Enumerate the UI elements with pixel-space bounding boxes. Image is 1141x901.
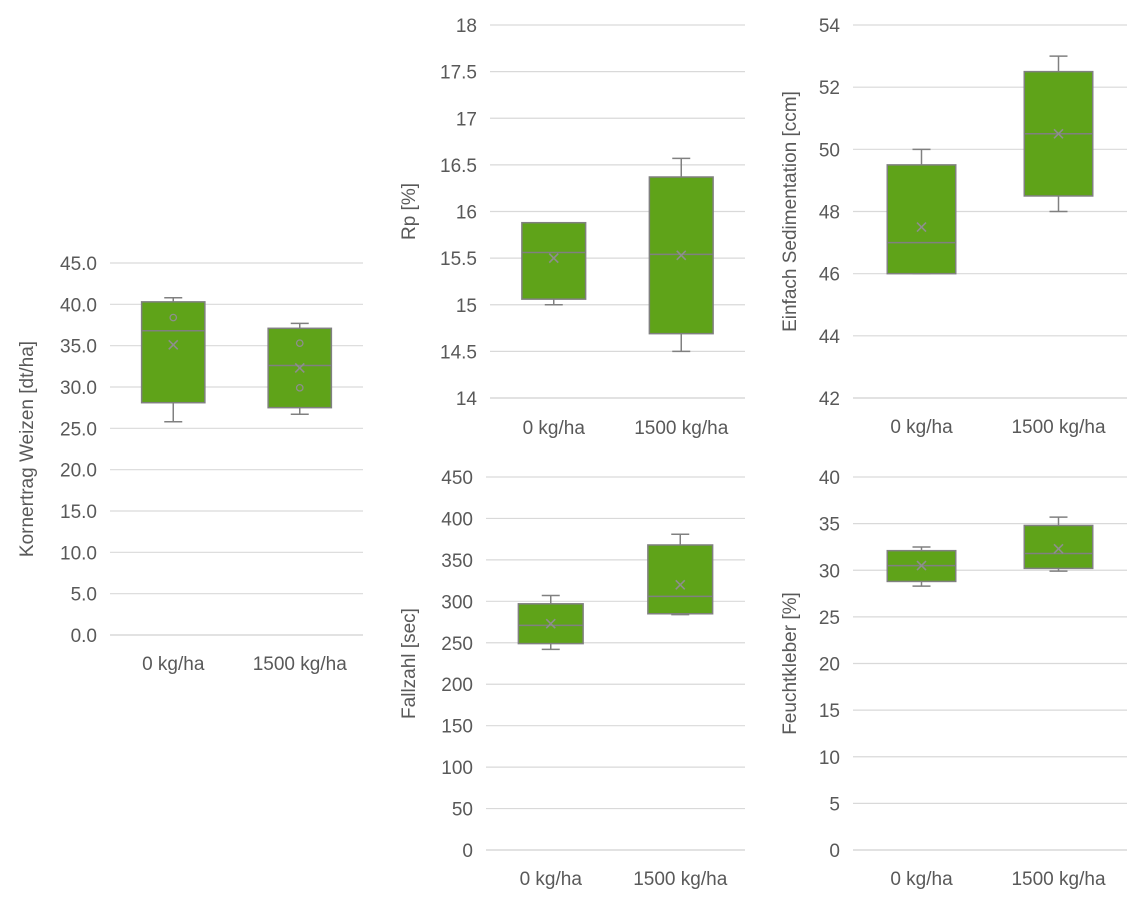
- box-1: [1023, 55, 1094, 213]
- y-tick-label: 450: [441, 468, 473, 489]
- y-tick-label: 5.0: [71, 585, 97, 606]
- box-1: [267, 322, 333, 416]
- y-tick-label: 30: [819, 561, 840, 582]
- y-tick-label: 250: [441, 634, 473, 655]
- mean-marker: [916, 560, 927, 571]
- y-tick-label: 300: [441, 592, 473, 613]
- y-tick-label: 20: [819, 655, 840, 676]
- y-tick-label: 48: [819, 203, 840, 224]
- y-tick-label: 14: [456, 389, 478, 410]
- y-tick-label: 18: [456, 16, 477, 37]
- box-iqr: [521, 221, 587, 300]
- y-axis-title: Feuchtkleber [%]: [780, 592, 801, 735]
- y-tick-label: 40.0: [60, 295, 97, 316]
- y-tick-label: 0: [829, 841, 840, 862]
- box-1: [648, 157, 714, 353]
- y-tick-label: 20.0: [60, 461, 97, 482]
- x-category-label: 0 kg/ha: [142, 654, 205, 675]
- data-point: [295, 383, 304, 392]
- chart-rp: 14 14.5 15 15.5 16 16.5 17 17.5 18 Rp [%] 0 kg/ha 1…: [399, 16, 745, 439]
- y-tick-label: 15.0: [60, 502, 97, 523]
- y-tick-label: 200: [441, 675, 473, 696]
- x-category-label: 1500 kg/ha: [1011, 869, 1105, 890]
- y-axis-title: Einfach Sedimentation [ccm]: [780, 91, 801, 332]
- data-point: [295, 339, 304, 348]
- box-0: [886, 546, 957, 587]
- x-category-label: 0 kg/ha: [890, 869, 953, 890]
- x-category-label: 0 kg/ha: [890, 417, 953, 438]
- y-tick-label: 50: [452, 800, 473, 821]
- y-tick-label: 150: [441, 717, 473, 738]
- box-0: [517, 594, 584, 651]
- y-tick-label: 100: [441, 758, 473, 779]
- y-tick-label: 17: [456, 109, 477, 130]
- y-tick-label: 40: [819, 468, 840, 489]
- x-category-label: 1500 kg/ha: [253, 654, 347, 675]
- y-tick-label: 50: [819, 140, 840, 161]
- data-point: [169, 313, 178, 322]
- box-iqr: [140, 301, 206, 404]
- y-tick-label: 0: [462, 841, 473, 862]
- y-tick-label: 350: [441, 551, 473, 572]
- x-category-label: 0 kg/ha: [520, 869, 583, 890]
- y-axis-title: Fallzahl [sec]: [399, 608, 420, 719]
- y-tick-label: 25.0: [60, 419, 97, 440]
- x-category-label: 1500 kg/ha: [1011, 417, 1105, 438]
- y-tick-label: 14.5: [440, 342, 477, 363]
- box-iqr: [1023, 524, 1094, 570]
- mean-marker: [1053, 543, 1064, 554]
- box-iqr: [647, 544, 714, 615]
- y-tick-label: 17.5: [440, 63, 477, 84]
- mean-marker: [168, 339, 179, 350]
- mean-marker: [1053, 128, 1064, 139]
- mean-marker: [676, 250, 687, 261]
- chart-kornertrag: 0.0 5.0 10.0 15.0 20.0 25.0 30.0 35.0 40.0 45.0 Ko…: [17, 254, 363, 675]
- x-category-label: 1500 kg/ha: [633, 869, 727, 890]
- box-0: [140, 296, 206, 423]
- y-tick-label: 16.5: [440, 156, 477, 177]
- chart-feuchtkleber: 0 5 10 15 20 25 30 35 40 Feuchtkleber [%] 0 kg/ha 1…: [780, 468, 1127, 890]
- y-tick-label: 10: [819, 748, 840, 769]
- mean-marker: [294, 362, 305, 374]
- y-tick-label: 10.0: [60, 543, 97, 564]
- x-category-label: 1500 kg/ha: [634, 418, 728, 439]
- box-iqr: [886, 164, 957, 275]
- y-axis-title: Rp [%]: [399, 183, 420, 240]
- mean-marker: [916, 221, 927, 233]
- y-tick-label: 54: [819, 16, 841, 37]
- y-tick-label: 42: [819, 389, 840, 410]
- y-tick-label: 400: [441, 509, 473, 530]
- y-tick-label: 15: [819, 701, 840, 722]
- y-tick-label: 16: [456, 203, 477, 224]
- y-tick-label: 45.0: [60, 254, 97, 275]
- mean-marker: [548, 253, 559, 264]
- y-tick-label: 15.5: [440, 249, 477, 270]
- y-tick-label: 5: [829, 794, 840, 815]
- box-0: [521, 221, 587, 306]
- y-tick-label: 52: [819, 78, 840, 99]
- y-tick-label: 0.0: [71, 626, 97, 647]
- chart-sedimentation: 42 44 46 48 50 52 54 Einfach Sedimentation [ccm…: [780, 16, 1127, 438]
- y-tick-label: 44: [819, 327, 841, 348]
- y-axis-title: Kornertrag Weizen [dt/ha]: [17, 341, 38, 557]
- y-tick-label: 15: [456, 296, 477, 317]
- y-tick-label: 30.0: [60, 378, 97, 399]
- box-1: [1023, 516, 1094, 572]
- y-tick-label: 25: [819, 608, 840, 629]
- mean-marker: [545, 618, 556, 629]
- y-tick-label: 46: [819, 265, 840, 286]
- box-1: [647, 533, 714, 616]
- box-0: [886, 148, 957, 275]
- y-tick-label: 35: [819, 515, 840, 536]
- x-category-label: 0 kg/ha: [523, 418, 586, 439]
- mean-marker: [675, 579, 686, 590]
- chart-fallzahl: 0 50 100 150 200 250 300 350 400 450 Fallzahl [sec…: [399, 468, 745, 890]
- y-tick-label: 35.0: [60, 337, 97, 358]
